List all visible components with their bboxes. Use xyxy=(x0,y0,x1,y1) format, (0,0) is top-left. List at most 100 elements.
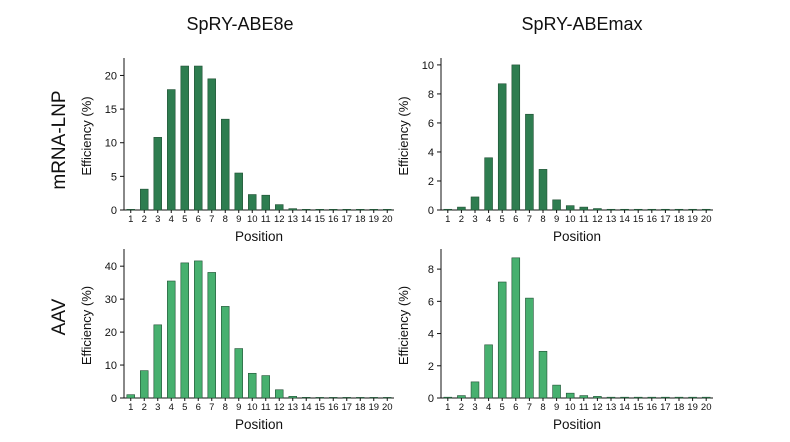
x-tick-label: 16 xyxy=(647,214,658,225)
bar-position-14 xyxy=(302,209,311,211)
x-tick-label: 6 xyxy=(196,402,201,413)
bar-position-14 xyxy=(620,208,629,211)
bar-position-14 xyxy=(620,396,629,399)
bar-position-16 xyxy=(647,396,657,399)
bar-position-13 xyxy=(606,396,616,399)
x-tick-label: 1 xyxy=(445,214,450,225)
x-tick-label: 18 xyxy=(355,214,366,225)
x-tick-label: 20 xyxy=(382,402,393,413)
bar-position-15 xyxy=(633,396,643,399)
bar-position-8 xyxy=(221,306,230,399)
x-tick-label: 8 xyxy=(223,214,228,225)
bar-position-20 xyxy=(701,396,711,399)
bar-position-6 xyxy=(194,65,203,211)
bar-position-5 xyxy=(497,281,507,399)
bar-position-19 xyxy=(688,396,697,399)
bar-position-15 xyxy=(633,208,643,211)
x-tick-label: 5 xyxy=(182,402,187,413)
x-tick-label: 8 xyxy=(540,402,545,413)
x-tick-label: 5 xyxy=(182,214,187,225)
x-tick-label: 19 xyxy=(687,402,698,413)
bar-position-16 xyxy=(329,209,338,211)
x-tick-label: 13 xyxy=(606,214,617,225)
x-tick-label: 11 xyxy=(261,214,271,225)
x-tick-label: 11 xyxy=(261,402,271,413)
bar-position-2 xyxy=(140,370,149,399)
bar-position-3 xyxy=(470,381,480,399)
bar-position-18 xyxy=(356,397,365,399)
x-tick-label: 7 xyxy=(209,402,214,413)
bar-position-11 xyxy=(261,194,270,211)
x-tick-label: 10 xyxy=(565,402,576,413)
x-tick-label: 14 xyxy=(619,214,630,225)
bar-position-16 xyxy=(647,208,657,211)
x-tick-label: 12 xyxy=(274,214,285,225)
bar-position-8 xyxy=(538,169,548,211)
x-tick-label: 16 xyxy=(328,402,339,413)
bar-position-8 xyxy=(221,118,230,211)
y-tick-label: 6 xyxy=(428,118,434,130)
bar-position-1 xyxy=(443,208,453,211)
column-title-abe8e: SpRY-ABE8e xyxy=(186,14,294,34)
x-tick-label: 18 xyxy=(674,214,685,225)
bar-position-13 xyxy=(606,208,616,211)
y-tick-label: 30 xyxy=(105,294,117,306)
x-tick-label: 20 xyxy=(382,214,393,225)
x-tick-label: 17 xyxy=(660,402,671,413)
x-tick-label: 15 xyxy=(633,402,644,413)
bar-position-15 xyxy=(315,209,324,211)
x-tick-label: 4 xyxy=(169,402,174,413)
bar-position-18 xyxy=(356,209,365,211)
bar-position-1 xyxy=(126,394,135,399)
x-axis-label: Position xyxy=(235,229,283,244)
bar-position-12 xyxy=(275,204,284,211)
x-tick-label: 3 xyxy=(472,214,477,225)
x-axis-label: Position xyxy=(235,417,283,432)
bar-position-12 xyxy=(593,208,602,211)
bar-position-7 xyxy=(207,78,216,211)
bar-position-17 xyxy=(661,396,670,399)
y-tick-label: 10 xyxy=(105,360,117,372)
y-tick-label: 15 xyxy=(105,104,117,116)
x-tick-label: 12 xyxy=(592,214,603,225)
x-tick-label: 17 xyxy=(341,214,352,225)
bar-position-13 xyxy=(288,396,297,399)
y-tick-label: 8 xyxy=(428,264,434,276)
y-tick-label: 0 xyxy=(111,393,117,405)
y-tick-label: 4 xyxy=(428,329,434,341)
x-tick-label: 3 xyxy=(155,214,160,225)
bar-position-6 xyxy=(511,64,521,211)
bar-position-5 xyxy=(497,83,507,211)
y-tick-label: 10 xyxy=(422,60,434,72)
bar-position-8 xyxy=(538,350,548,399)
bar-position-18 xyxy=(674,396,684,399)
x-tick-label: 16 xyxy=(647,402,658,413)
x-tick-label: 15 xyxy=(314,214,325,225)
x-tick-label: 20 xyxy=(701,402,712,413)
bar-position-19 xyxy=(369,397,378,399)
bar-position-16 xyxy=(329,397,338,399)
x-tick-label: 4 xyxy=(486,402,491,413)
bar-position-19 xyxy=(369,209,378,211)
x-tick-label: 14 xyxy=(301,214,312,225)
bar-position-5 xyxy=(180,262,189,399)
x-tick-label: 19 xyxy=(687,214,698,225)
x-tick-label: 6 xyxy=(513,214,518,225)
x-tick-label: 9 xyxy=(236,214,241,225)
bar-position-3 xyxy=(153,324,162,399)
y-tick-label: 0 xyxy=(428,393,434,405)
y-tick-label: 6 xyxy=(428,296,434,308)
x-tick-label: 7 xyxy=(527,402,532,413)
x-tick-label: 15 xyxy=(314,402,325,413)
x-tick-label: 4 xyxy=(486,214,491,225)
x-tick-label: 9 xyxy=(554,402,559,413)
bar-position-20 xyxy=(383,397,392,399)
x-tick-label: 2 xyxy=(459,214,464,225)
x-tick-label: 7 xyxy=(209,214,214,225)
x-tick-label: 16 xyxy=(328,214,339,225)
bar-position-2 xyxy=(140,188,149,211)
x-axis-label: Position xyxy=(553,417,601,432)
bar-position-9 xyxy=(234,348,243,399)
x-tick-label: 11 xyxy=(579,214,589,225)
